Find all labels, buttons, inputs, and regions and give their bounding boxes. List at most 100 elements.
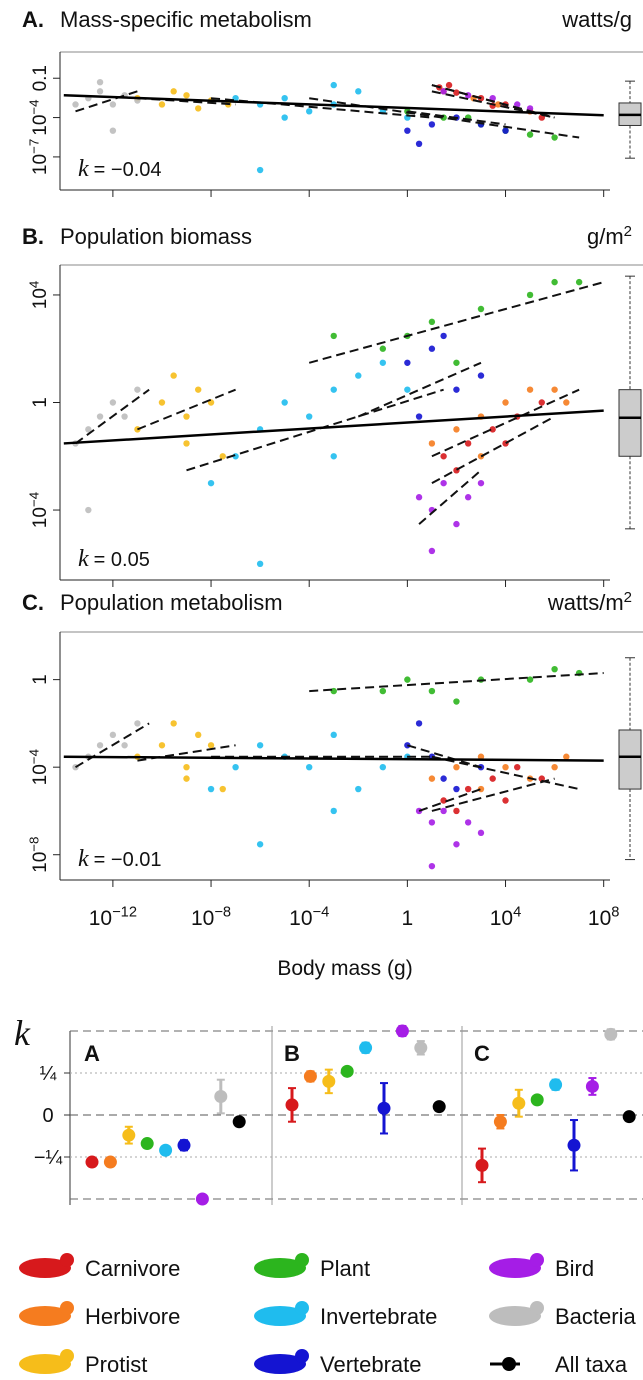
- data-point: [502, 127, 509, 134]
- k-point: [475, 1158, 489, 1172]
- x-tick-label: 1: [402, 907, 414, 930]
- fit-line: [308, 281, 604, 364]
- fit-line: [357, 361, 482, 418]
- data-point: [415, 720, 423, 727]
- legend-icon-head: [530, 1253, 544, 1267]
- data-point: [256, 841, 264, 848]
- panel-letter: A.: [22, 7, 44, 32]
- k-point: [549, 1078, 563, 1092]
- x-tick-label-base: 10: [588, 907, 611, 930]
- data-point: [440, 479, 447, 487]
- box: [618, 389, 642, 457]
- legend-label: Bird: [555, 1256, 594, 1281]
- data-point: [121, 413, 128, 420]
- x-tick-label-sup: 4: [513, 905, 521, 921]
- data-point: [440, 332, 447, 340]
- overall-fit: [63, 755, 604, 762]
- y-tick-label-base: 10: [30, 852, 51, 873]
- data-point: [109, 101, 117, 108]
- data-point: [134, 386, 141, 393]
- y-tick-label-sup: −4: [26, 749, 41, 764]
- data-point: [355, 785, 362, 793]
- k-panel-label: B: [284, 1041, 300, 1066]
- data-point: [379, 687, 387, 695]
- data-point: [85, 506, 92, 514]
- data-point: [379, 763, 387, 771]
- data-point: [404, 359, 411, 366]
- data-point: [281, 95, 288, 102]
- data-point: [526, 676, 534, 683]
- fit-line: [431, 777, 555, 812]
- data-point: [489, 775, 496, 782]
- k-point: [604, 1027, 618, 1041]
- k-y-tick-label: ¼: [40, 1063, 57, 1085]
- x-tick-label: 108: [588, 905, 620, 930]
- k-y-tick-label-base: −¼: [34, 1147, 63, 1169]
- data-point: [477, 829, 485, 837]
- data-point: [453, 698, 460, 705]
- data-point: [195, 731, 202, 739]
- k-value: = −0.01: [94, 849, 162, 871]
- k-value: = 0.05: [94, 549, 150, 571]
- data-point: [551, 134, 558, 141]
- data-point: [477, 479, 485, 487]
- data-point: [428, 547, 436, 555]
- k-point: [622, 1110, 636, 1124]
- data-point: [464, 494, 472, 501]
- overall-fit: [63, 409, 604, 445]
- data-point: [355, 372, 362, 379]
- data-point: [121, 742, 128, 749]
- legend-icon-head: [295, 1349, 309, 1363]
- panel-unit: g/m2: [587, 223, 632, 249]
- legend-label: Plant: [320, 1256, 370, 1281]
- fit-line: [431, 415, 556, 485]
- data-point: [355, 88, 362, 95]
- data-point: [195, 105, 202, 112]
- legend-icon-head: [295, 1253, 309, 1267]
- data-point: [330, 81, 337, 89]
- data-point: [428, 687, 436, 695]
- x-tick-label-sup: 8: [611, 905, 619, 921]
- unit-text: g/m: [587, 224, 624, 249]
- data-point: [428, 775, 436, 782]
- fit-line: [418, 469, 482, 525]
- data-point: [306, 763, 313, 771]
- x-tick-label-base: 10: [289, 907, 312, 930]
- data-point: [330, 386, 337, 393]
- fit-line: [431, 388, 580, 458]
- k-axis-label: k: [14, 1013, 31, 1053]
- legend-icon: [489, 1258, 541, 1278]
- k-label: k = −0.04: [78, 156, 162, 182]
- k-point: [377, 1101, 391, 1115]
- data-point: [96, 78, 104, 86]
- data-point: [219, 785, 226, 793]
- legend-icon-head: [60, 1301, 74, 1315]
- data-point: [109, 127, 117, 134]
- y-tick-label-sup: −7: [26, 139, 41, 154]
- y-tick-label: 10−8: [26, 837, 51, 873]
- data-point: [281, 114, 288, 121]
- y-tick-label-base: 10: [30, 764, 51, 785]
- data-point: [489, 426, 496, 433]
- unit-text: watts/m: [547, 590, 624, 615]
- k-panel-label: C: [474, 1041, 490, 1066]
- k-point: [159, 1143, 173, 1157]
- k-label: k = −0.01: [78, 846, 162, 872]
- legend-icon: [254, 1258, 306, 1278]
- x-tick-label-sup: −8: [214, 905, 231, 921]
- data-point: [428, 345, 436, 352]
- data-point: [330, 807, 337, 815]
- y-tick-label: 10−4: [26, 492, 51, 528]
- data-point: [415, 413, 423, 420]
- data-point: [440, 797, 447, 804]
- data-point: [183, 775, 190, 782]
- data-point: [440, 453, 447, 460]
- k-point: [414, 1041, 428, 1055]
- data-point: [195, 386, 202, 393]
- unit-sup: 2: [624, 223, 632, 240]
- k-point: [122, 1128, 136, 1142]
- data-point: [453, 426, 460, 433]
- panel-letter: C.: [22, 590, 44, 615]
- data-point: [428, 121, 436, 128]
